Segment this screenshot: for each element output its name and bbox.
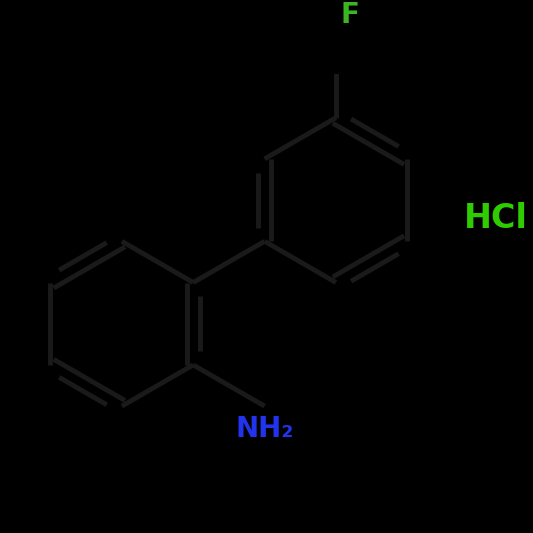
Text: F: F — [341, 1, 359, 29]
Text: NH₂: NH₂ — [236, 415, 294, 443]
Text: HCl: HCl — [464, 202, 528, 235]
